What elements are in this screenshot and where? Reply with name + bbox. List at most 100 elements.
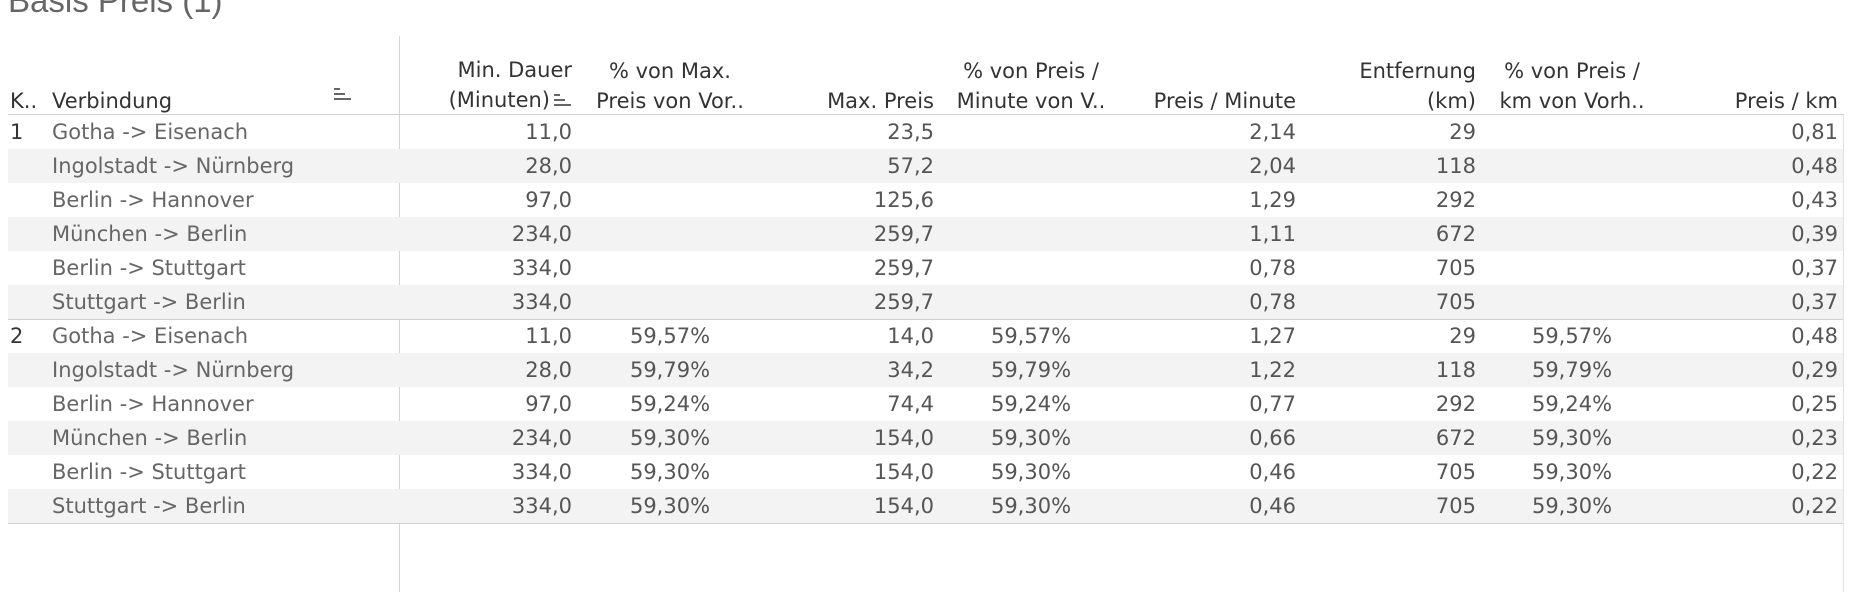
cell-entfernung: 705 <box>1435 460 1476 484</box>
table-row[interactable]: Berlin -> Hannover 97,0 125,6 1,29 292 0,43 <box>8 183 1844 217</box>
cell-min-dauer: 97,0 <box>525 392 572 416</box>
cell-min-dauer: 334,0 <box>511 460 572 484</box>
header-divider <box>8 114 1844 115</box>
cell-verbindung: Gotha -> Eisenach <box>52 324 249 348</box>
cell-min-dauer: 234,0 <box>511 222 572 246</box>
cell-verbindung: Berlin -> Stuttgart <box>52 256 246 280</box>
cell-pct-preis-km: 59,30% <box>1531 460 1613 484</box>
cell-entfernung: 672 <box>1435 222 1476 246</box>
column-header-verbindung[interactable]: Verbindung <box>52 44 370 116</box>
cell-pct-preis-minute <box>940 115 1122 149</box>
cell-entfernung: 118 <box>1435 154 1476 178</box>
column-header-pct-preis-km[interactable]: % von Preis / km von Vorh.. <box>1482 44 1662 116</box>
cell-preis-minute: 2,14 <box>1249 120 1296 144</box>
cell-entfernung: 29 <box>1449 120 1476 144</box>
table-row[interactable]: Berlin -> Stuttgart 334,0 259,7 0,78 705 0,37 <box>8 251 1844 285</box>
column-header-label: K.. <box>10 89 38 113</box>
cell-pct-preis-minute: 59,57% <box>990 324 1072 348</box>
cell-entfernung: 705 <box>1435 290 1476 314</box>
column-header-preis-minute[interactable]: Preis / Minute <box>1130 44 1296 116</box>
table-row[interactable]: München -> Berlin 234,0 259,7 1,11 672 0,39 <box>8 217 1844 251</box>
column-header-key[interactable]: K.. <box>10 44 40 116</box>
cell-pct-max-preis: 59,24% <box>629 392 711 416</box>
sort-descending-icon[interactable] <box>334 80 352 110</box>
cell-pct-preis-minute: 59,30% <box>990 494 1072 518</box>
column-header-min-dauer[interactable]: Min. Dauer (Minuten) <box>402 44 572 116</box>
cell-entfernung: 29 <box>1449 324 1476 348</box>
group-divider <box>8 319 1844 320</box>
sheet-title: Basis Preis (1) <box>8 0 223 19</box>
cell-pct-max-preis <box>580 285 760 319</box>
table-row[interactable]: Berlin -> Stuttgart 334,0 59,30% 154,0 59,30… <box>8 455 1844 489</box>
column-header-label: % von Preis / <box>1504 59 1640 83</box>
cell-entfernung: 292 <box>1435 188 1476 212</box>
column-header-pct-max-preis[interactable]: % von Max. Preis von Vor.. <box>580 44 760 116</box>
cell-preis-minute: 2,04 <box>1249 154 1296 178</box>
cell-verbindung: München -> Berlin <box>52 222 248 246</box>
cell-pct-preis-minute <box>940 183 1122 217</box>
cell-pct-preis-minute: 59,79% <box>990 358 1072 382</box>
cell-verbindung: Berlin -> Hannover <box>52 392 254 416</box>
table-row[interactable]: Ingolstadt -> Nürnberg 28,0 57,2 2,04 118 0,4… <box>8 149 1844 183</box>
cell-verbindung: Berlin -> Stuttgart <box>52 460 246 484</box>
column-header-label: Preis / km <box>1734 89 1838 113</box>
cell-min-dauer: 11,0 <box>525 324 572 348</box>
column-header-label: Max. Preis <box>827 89 934 113</box>
cell-pct-preis-km <box>1482 285 1662 319</box>
cell-pct-max-preis: 59,57% <box>629 324 711 348</box>
cell-pct-preis-km <box>1482 251 1662 285</box>
sort-descending-icon[interactable] <box>554 86 572 116</box>
table-row[interactable]: Berlin -> Hannover 97,0 59,24% 74,4 59,24% 0,… <box>8 387 1844 421</box>
cell-preis-km: 0,22 <box>1791 494 1838 518</box>
column-header-label: Verbindung <box>52 89 173 113</box>
cell-pct-preis-km <box>1482 183 1662 217</box>
column-header-pct-preis-minute[interactable]: % von Preis / Minute von V.. <box>940 44 1122 116</box>
cell-entfernung: 118 <box>1435 358 1476 382</box>
cell-min-dauer: 334,0 <box>511 494 572 518</box>
column-header-label: Min. Dauer <box>457 58 572 82</box>
table-row[interactable]: Ingolstadt -> Nürnberg 28,0 59,79% 34,2 59,7… <box>8 353 1844 387</box>
table-row[interactable]: Stuttgart -> Berlin 334,0 59,30% 154,0 59,30… <box>8 489 1844 523</box>
cell-max-preis: 14,0 <box>887 324 934 348</box>
cell-pct-preis-km: 59,30% <box>1531 426 1613 450</box>
cell-max-preis: 154,0 <box>873 460 934 484</box>
cell-max-preis: 125,6 <box>873 188 934 212</box>
table-right-edge <box>1843 115 1844 592</box>
cell-verbindung: München -> Berlin <box>52 426 248 450</box>
cell-pct-preis-minute <box>940 251 1122 285</box>
cell-preis-minute: 0,78 <box>1249 256 1296 280</box>
cell-max-preis: 74,4 <box>887 392 934 416</box>
column-header-label: Entfernung <box>1359 59 1476 83</box>
cell-pct-max-preis: 59,30% <box>629 426 711 450</box>
cell-min-dauer: 28,0 <box>525 358 572 382</box>
cell-preis-minute: 1,29 <box>1249 188 1296 212</box>
column-header-preis-km[interactable]: Preis / km <box>1672 44 1838 116</box>
cell-verbindung: Gotha -> Eisenach <box>52 120 249 144</box>
table-row[interactable]: 1 Gotha -> Eisenach 11,0 23,5 2,14 29 0,81 <box>8 115 1844 149</box>
table-row[interactable]: Stuttgart -> Berlin 334,0 259,7 0,78 705 0,37 <box>8 285 1844 319</box>
cell-pct-max-preis: 59,30% <box>629 494 711 518</box>
cell-entfernung: 672 <box>1435 426 1476 450</box>
cell-preis-minute: 0,78 <box>1249 290 1296 314</box>
column-header-max-preis[interactable]: Max. Preis <box>770 44 934 116</box>
cell-min-dauer: 28,0 <box>525 154 572 178</box>
cell-preis-minute: 1,27 <box>1249 324 1296 348</box>
cell-max-preis: 259,7 <box>873 256 934 280</box>
column-header-label: % von Preis / <box>963 59 1099 83</box>
table-row[interactable]: München -> Berlin 234,0 59,30% 154,0 59,30% 0… <box>8 421 1844 455</box>
cell-preis-km: 0,37 <box>1791 290 1838 314</box>
cell-entfernung: 292 <box>1435 392 1476 416</box>
cell-max-preis: 23,5 <box>887 120 934 144</box>
cell-entfernung: 705 <box>1435 494 1476 518</box>
cell-max-preis: 34,2 <box>887 358 934 382</box>
table-row[interactable]: 2 Gotha -> Eisenach 11,0 59,57% 14,0 59,57% 1,… <box>8 319 1844 353</box>
cell-preis-km: 0,25 <box>1791 392 1838 416</box>
cell-pct-max-preis <box>580 251 760 285</box>
cell-verbindung: Ingolstadt -> Nürnberg <box>52 154 295 178</box>
column-header-entfernung[interactable]: Entfernung (km) <box>1300 44 1476 116</box>
column-header-label: Minute von V.. <box>956 89 1106 113</box>
cell-preis-km: 0,43 <box>1791 188 1838 212</box>
cell-pct-preis-minute: 59,30% <box>990 426 1072 450</box>
cell-pct-preis-km: 59,30% <box>1531 494 1613 518</box>
cell-pct-preis-minute <box>940 149 1122 183</box>
